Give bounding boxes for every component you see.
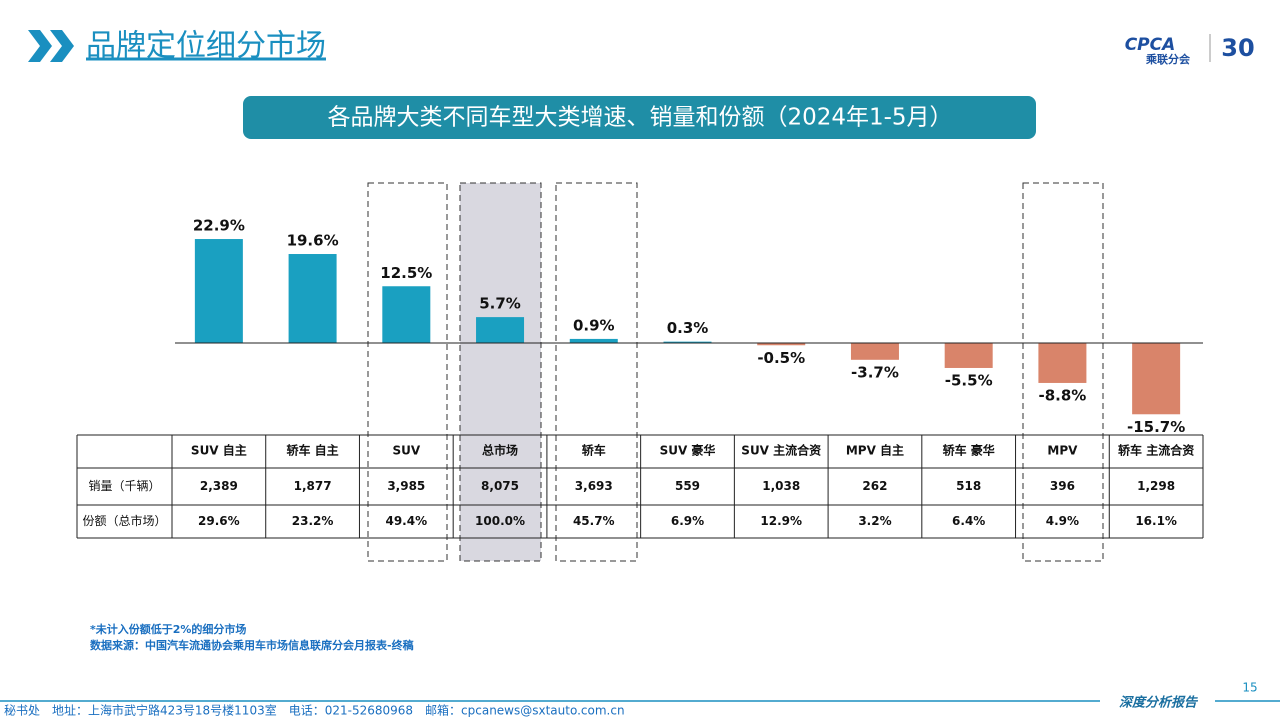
highlight-box: [555, 182, 638, 562]
table-cell: 6.4%: [952, 514, 985, 528]
table-cell: 1,877: [294, 479, 332, 493]
footnote: 数据来源：中国汽车流通协会乘用车市场信息联席分会月报表-终稿: [90, 638, 414, 652]
table-cell: 100.0%: [475, 514, 525, 528]
logo-anniversary: 30: [1221, 34, 1254, 62]
bar: [194, 239, 243, 343]
value-label: -0.5%: [757, 349, 805, 367]
footer-contact: 秘书处 地址：上海市武宁路423号18号楼1103室 电话：021-526809…: [4, 703, 625, 718]
value-label: -3.7%: [851, 363, 899, 381]
table-header: MPV: [1047, 444, 1078, 458]
header-title: 品牌定位细分市场: [86, 29, 326, 64]
bar: [1132, 343, 1181, 415]
bar: [944, 343, 993, 368]
bar: [476, 317, 525, 343]
logo-subtitle: 乘联分会: [1145, 52, 1191, 66]
value-label: 22.9%: [193, 217, 245, 235]
table-header: 总市场: [482, 443, 518, 458]
bar: [569, 338, 618, 343]
value-label: 0.3%: [667, 319, 709, 337]
table-cell: 1,038: [762, 479, 800, 493]
table-header: SUV: [392, 444, 420, 458]
row-label: 销量（千辆）: [88, 479, 160, 493]
table-cell: 4.9%: [1046, 514, 1079, 528]
report-label: 深度分析报告: [1119, 695, 1199, 711]
table-cell: 45.7%: [573, 514, 615, 528]
page-number: 15: [1242, 681, 1257, 695]
value-label: 19.6%: [287, 232, 339, 250]
table-cell: 518: [956, 479, 981, 493]
bar: [757, 343, 806, 346]
table-cell: 12.9%: [760, 514, 802, 528]
table-cell: 3,693: [575, 479, 613, 493]
table-cell: 559: [675, 479, 700, 493]
header-icon: [28, 30, 74, 62]
plot: 22.9% 19.6% 12.5% 5.7% 0.9% 0.3% -0.5% -3.7% -5.…: [76, 217, 1204, 539]
bar: [382, 286, 431, 343]
table-cell: 23.2%: [292, 514, 334, 528]
highlight-box: [367, 182, 448, 562]
value-label: 0.9%: [573, 316, 615, 334]
value-label: 5.7%: [479, 295, 521, 313]
table-header: 轿车 自主: [286, 443, 338, 458]
table-cell: 3.2%: [858, 514, 891, 528]
table-header: 轿车 豪华: [943, 443, 995, 458]
bar: [288, 254, 337, 343]
bar: [850, 343, 899, 360]
value-label: -15.7%: [1127, 418, 1185, 436]
highlight-box: [459, 182, 542, 562]
bar: [1038, 343, 1087, 383]
value-label: 12.5%: [380, 264, 432, 282]
table-cell: 29.6%: [198, 514, 240, 528]
table-cell: 396: [1050, 479, 1075, 493]
table-cell: 49.4%: [385, 514, 427, 528]
footnote: *未计入份额低于2%的细分市场: [90, 622, 246, 636]
row-label: 份额（总市场）: [82, 513, 166, 528]
table-header: 轿车: [582, 443, 606, 458]
table-header: SUV 自主: [191, 443, 247, 458]
chart-title: 各品牌大类不同车型大类增速、销量和份额（2024年1-5月）: [327, 105, 952, 131]
chart-title-box: [243, 96, 1036, 139]
table-cell: 8,075: [481, 479, 519, 493]
table-cell: 6.9%: [671, 514, 704, 528]
table-header: SUV 主流合资: [741, 443, 821, 458]
table-header: SUV 豪华: [660, 443, 716, 458]
table-cell: 16.1%: [1135, 514, 1177, 528]
table-cell: 1,298: [1137, 479, 1175, 493]
table-cell: 2,389: [200, 479, 238, 493]
logo-name: CPCA: [1125, 35, 1176, 55]
value-label: -5.5%: [945, 371, 993, 389]
table-header: 轿车 主流合资: [1118, 443, 1194, 458]
value-label: -8.8%: [1038, 386, 1086, 404]
bar: [663, 341, 712, 343]
table-cell: 262: [862, 479, 887, 493]
table-header: MPV 自主: [846, 443, 904, 458]
highlight-box: [1022, 182, 1104, 562]
table-cell: 3,985: [387, 479, 425, 493]
